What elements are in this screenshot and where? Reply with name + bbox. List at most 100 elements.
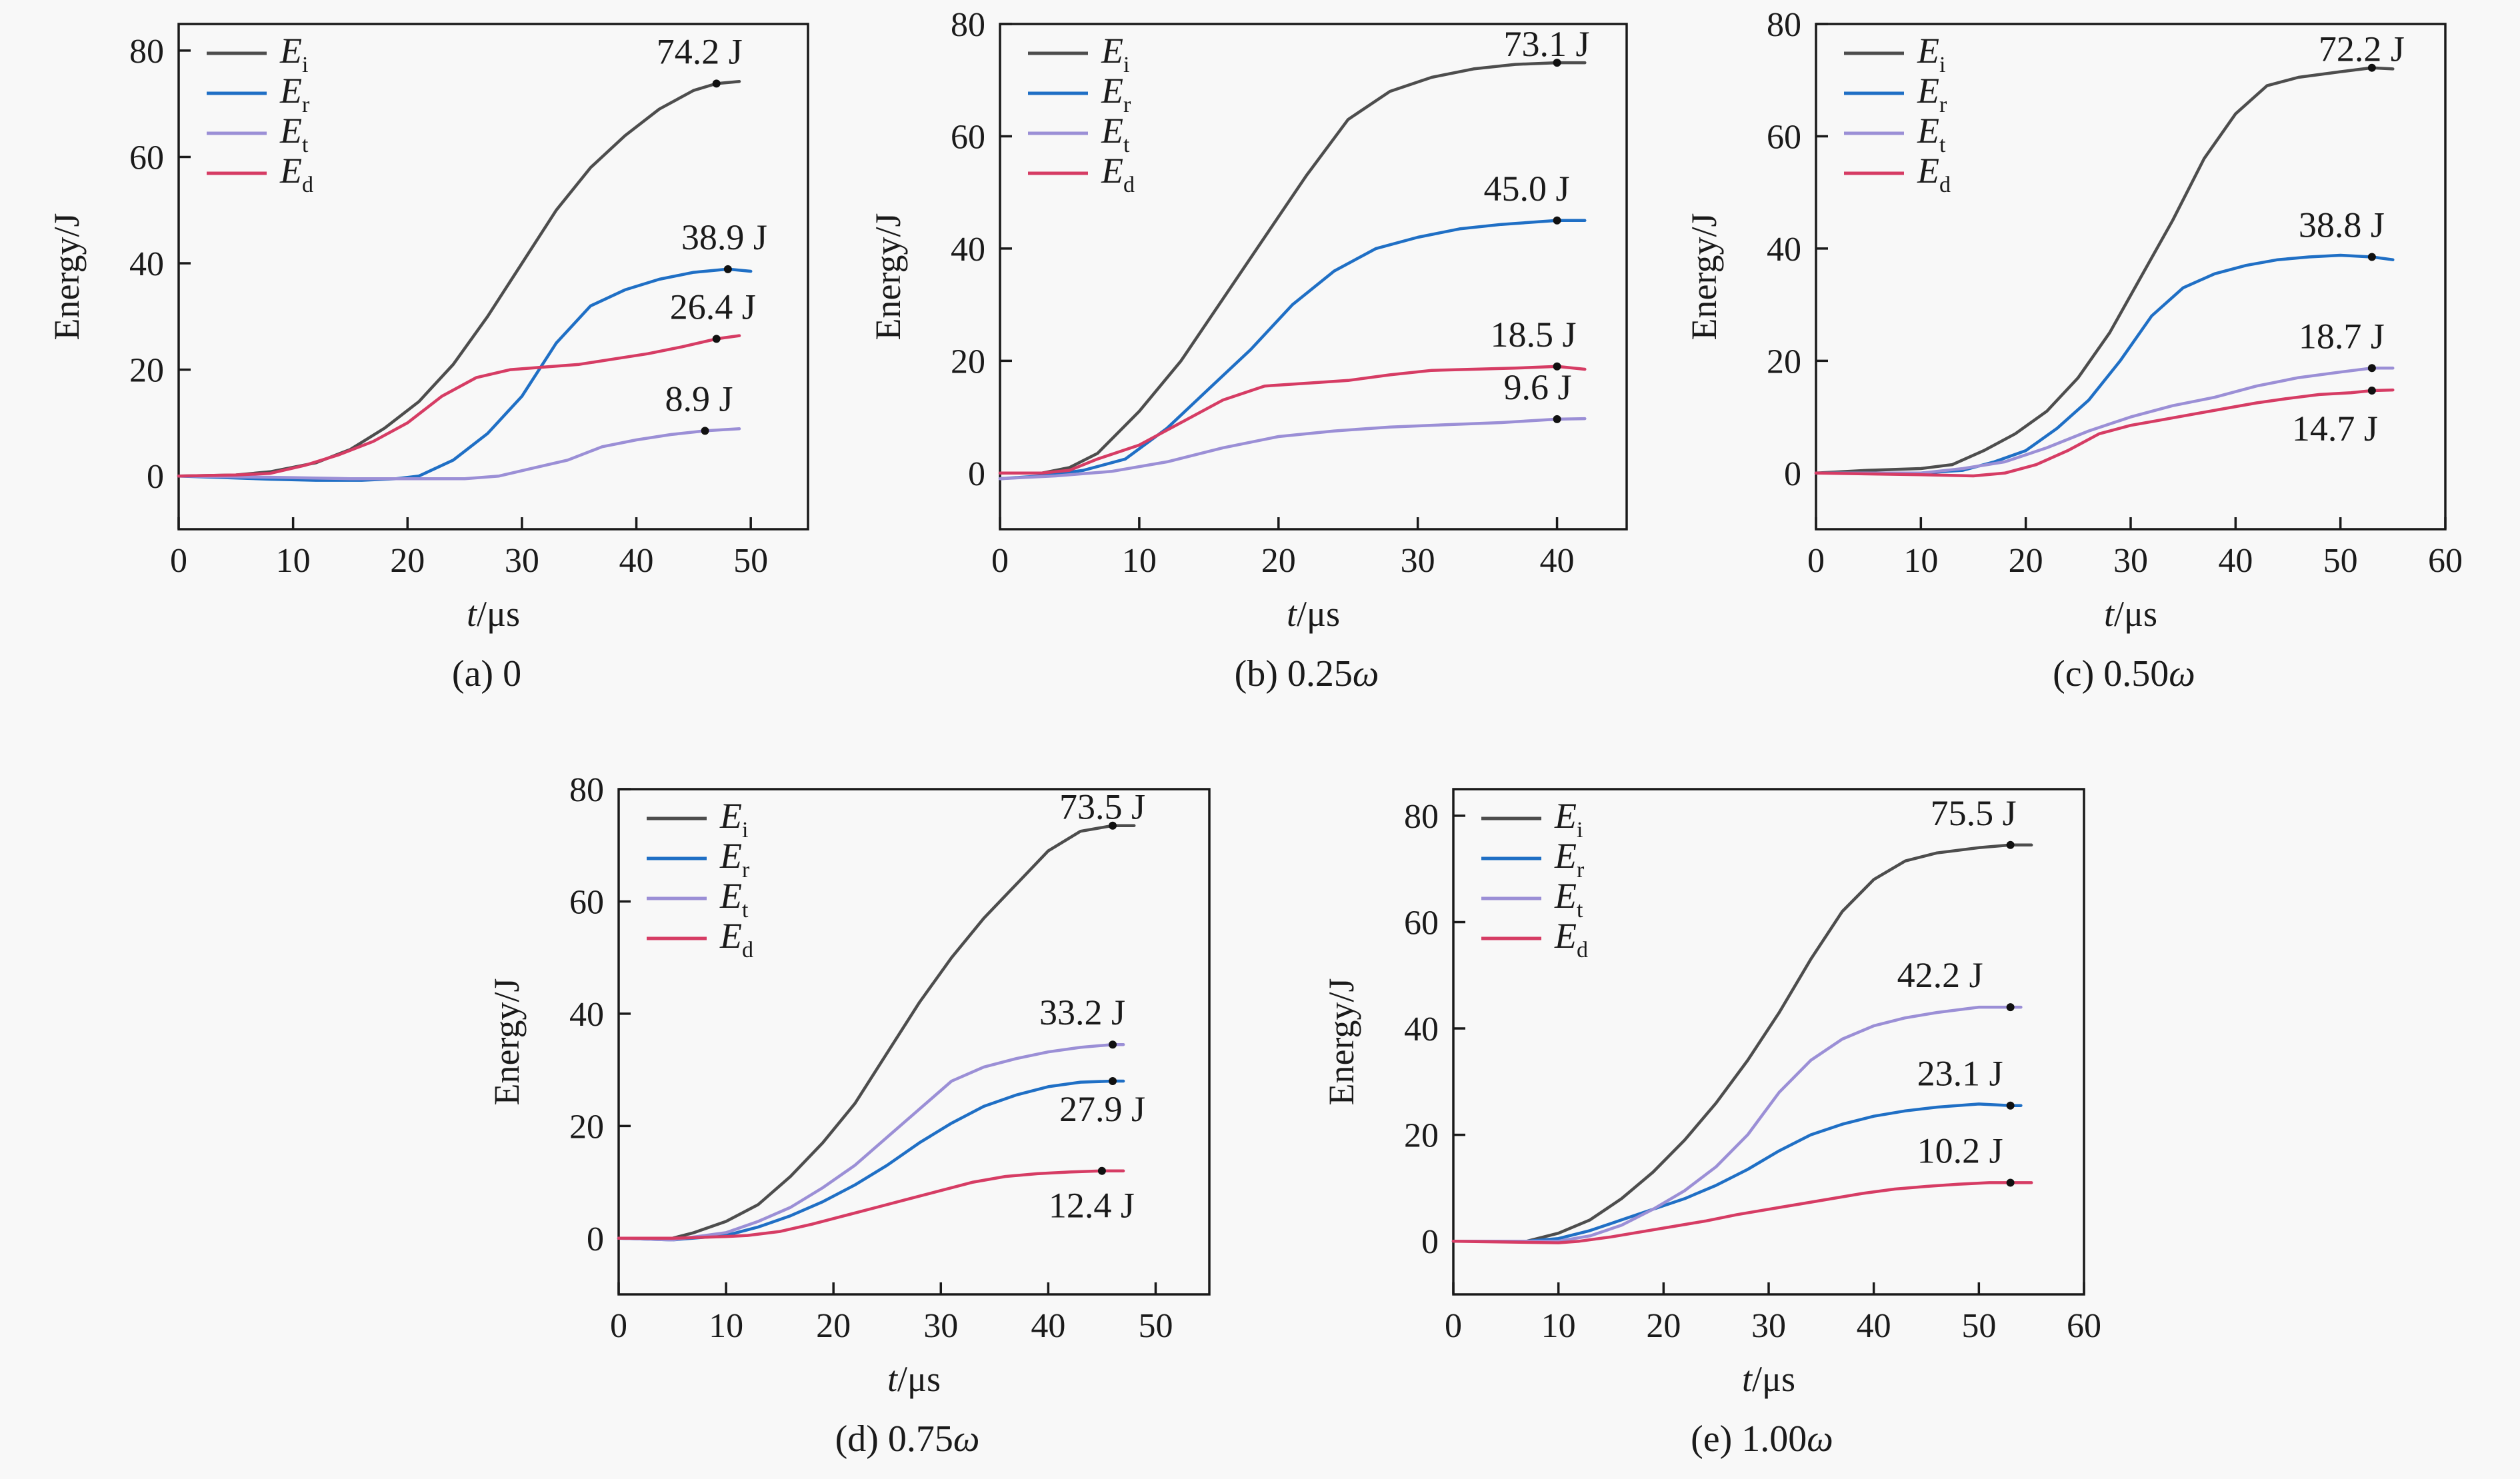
value-label-Ed: 18.5 J [1491, 315, 1577, 355]
y-tick-label: 20 [1767, 343, 1801, 381]
value-label-Er: 27.9 J [1059, 1089, 1145, 1129]
series-line-Er [998, 219, 1587, 481]
chart-panel-3: 0 10 20 30 40 50 0 20 40 60 80 t/μs Energy/J (d) 0.75… [487, 771, 1211, 1460]
x-tick-label: 0 [991, 542, 1009, 580]
panel-caption: (e) 1.00ω [1691, 1418, 1833, 1460]
endpoint-marker-Et [701, 427, 709, 435]
y-tick-label: 0 [587, 1220, 604, 1258]
legend-label-Ed: Ed [719, 916, 753, 962]
legend-label-Er: Er [279, 71, 310, 117]
y-tick-label: 0 [147, 458, 164, 496]
plot-frame [617, 788, 1211, 1296]
value-label-Ei: 75.5 J [1931, 793, 2017, 833]
endpoint-marker-Et [1553, 415, 1561, 423]
x-tick-label: 0 [1807, 542, 1825, 580]
chart-panel-1: 0 10 20 30 40 0 20 40 60 80 t/μs Energy/J (b) 0.25ω E… [868, 6, 1628, 695]
x-tick-label: 40 [1031, 1307, 1065, 1345]
y-tick-label: 80 [129, 33, 164, 71]
endpoint-marker-Ed [1097, 1166, 1106, 1175]
endpoint-marker-Ed [1553, 362, 1561, 371]
endpoint-marker-Ed [2367, 386, 2376, 395]
panel-caption: (c) 0.50ω [2053, 653, 2195, 695]
x-tick-label: 20 [2009, 542, 2043, 580]
value-label-Ed: 10.2 J [1917, 1130, 2003, 1170]
series-line-Er [177, 267, 753, 482]
y-tick-label: 40 [1767, 231, 1801, 269]
endpoint-marker-Ei [712, 79, 721, 88]
series-line-Ed [1451, 1181, 2033, 1244]
series-line-Ed [1814, 388, 2395, 478]
series-line-Ei [1451, 843, 2033, 1243]
endpoint-marker-Ed [712, 335, 721, 343]
y-axis-title: Energy/J [487, 978, 527, 1106]
legend-label-Ed: Ed [1917, 151, 1951, 197]
plot-frame [999, 23, 1628, 531]
y-tick-label: 40 [569, 996, 604, 1034]
y-tick-label: 80 [569, 771, 604, 809]
x-tick-label: 60 [2428, 542, 2463, 580]
y-tick-label: 20 [1404, 1117, 1439, 1155]
x-tick-label: 50 [1138, 1307, 1173, 1345]
legend-label-Ed: Ed [1101, 151, 1135, 197]
legend-label-Ei: Ei [1554, 796, 1583, 842]
x-tick-label: 40 [619, 542, 654, 580]
y-tick-label: 60 [129, 139, 164, 177]
x-tick-label: 20 [816, 1307, 851, 1345]
value-label-Et: 8.9 J [665, 379, 733, 419]
legend-label-Et: Et [719, 876, 749, 922]
x-tick-label: 40 [1540, 542, 1575, 580]
value-label-Ed: 26.4 J [670, 287, 756, 327]
value-label-Et: 18.7 J [2299, 316, 2385, 356]
x-tick-label: 20 [1261, 542, 1296, 580]
x-tick-label: 40 [2218, 542, 2253, 580]
series-line-Ei [177, 79, 741, 478]
x-axis-title: t/μs [2104, 594, 2157, 634]
y-tick-label: 0 [968, 455, 985, 493]
x-tick-label: 30 [2113, 542, 2148, 580]
x-tick-label: 30 [1401, 542, 1435, 580]
series-line-Er [1451, 1102, 2023, 1243]
endpoint-marker-Er [2006, 1101, 2015, 1110]
endpoint-marker-Et [1109, 1040, 1117, 1049]
legend-label-Er: Er [1554, 836, 1585, 882]
panel-caption: (d) 0.75ω [835, 1418, 980, 1460]
series-line-Et [1451, 1005, 2023, 1243]
x-tick-label: 50 [733, 542, 768, 580]
x-tick-label: 40 [1857, 1307, 1891, 1345]
endpoint-marker-Er [2367, 253, 2376, 261]
legend-label-Er: Er [1101, 71, 1131, 117]
series-line-Et [177, 427, 741, 481]
y-tick-label: 60 [951, 118, 985, 156]
y-tick-label: 20 [569, 1108, 604, 1146]
value-label-Er: 23.1 J [1917, 1054, 2003, 1094]
series-line-Ei [617, 824, 1136, 1240]
series-line-Et [998, 417, 1587, 481]
x-tick-label: 30 [505, 542, 539, 580]
x-tick-label: 0 [610, 1307, 627, 1345]
y-tick-label: 0 [1784, 455, 1801, 493]
endpoint-marker-Ed [2006, 1178, 2015, 1187]
legend-label-Ei: Ei [1101, 31, 1129, 77]
legend-label-Er: Er [1917, 71, 1947, 117]
x-tick-label: 20 [390, 542, 425, 580]
y-axis-title: Energy/J [1321, 978, 1361, 1106]
y-tick-label: 20 [129, 352, 164, 390]
x-tick-label: 60 [2067, 1307, 2101, 1345]
y-tick-label: 20 [951, 343, 985, 381]
panel-caption: (a) 0 [452, 653, 521, 695]
value-label-Ei: 74.2 J [657, 31, 743, 71]
series-line-Ed [617, 1169, 1125, 1240]
legend-label-Et: Et [279, 111, 309, 157]
x-axis-title: t/μs [1742, 1359, 1795, 1399]
y-tick-label: 60 [1404, 904, 1439, 942]
x-tick-label: 50 [1961, 1307, 1996, 1345]
y-tick-label: 0 [1421, 1223, 1439, 1261]
x-tick-label: 0 [1445, 1307, 1462, 1345]
endpoint-marker-Ei [2006, 840, 2015, 849]
x-tick-label: 10 [1122, 542, 1157, 580]
x-tick-label: 50 [2323, 542, 2358, 580]
endpoint-marker-Er [1109, 1076, 1117, 1085]
y-axis-title: Energy/J [1684, 213, 1724, 341]
x-axis-title: t/μs [887, 1359, 941, 1399]
